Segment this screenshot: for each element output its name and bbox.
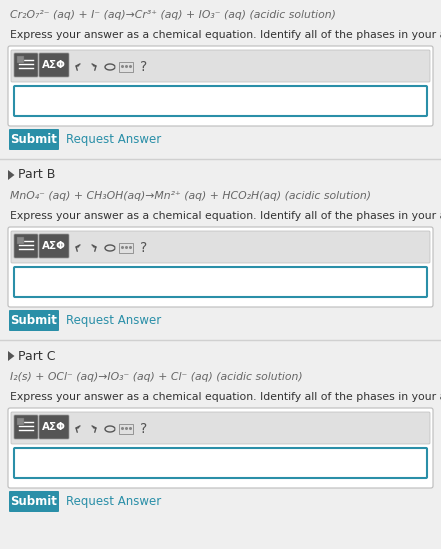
Text: Express your answer as a chemical equation. Identify all of the phases in your a: Express your answer as a chemical equati… — [10, 211, 441, 221]
FancyBboxPatch shape — [8, 227, 433, 307]
Text: ΑΣΦ: ΑΣΦ — [42, 241, 66, 251]
FancyBboxPatch shape — [11, 412, 430, 444]
Text: Submit: Submit — [11, 133, 57, 146]
FancyBboxPatch shape — [14, 234, 38, 258]
Bar — [119, 62, 133, 72]
FancyBboxPatch shape — [14, 415, 38, 439]
Text: Express your answer as a chemical equation. Identify all of the phases in your a: Express your answer as a chemical equati… — [10, 30, 441, 40]
Bar — [119, 424, 133, 434]
FancyBboxPatch shape — [11, 231, 430, 263]
FancyBboxPatch shape — [9, 129, 59, 150]
Bar — [17, 418, 24, 425]
FancyBboxPatch shape — [39, 53, 69, 77]
Bar — [17, 56, 24, 63]
Bar — [17, 237, 24, 244]
FancyBboxPatch shape — [9, 491, 59, 512]
FancyBboxPatch shape — [14, 53, 38, 77]
Text: Submit: Submit — [11, 495, 57, 508]
Text: Request Answer: Request Answer — [66, 133, 161, 146]
Text: Cr₂O₇²⁻ (aq) + I⁻ (aq)→Cr³⁺ (aq) + IO₃⁻ (aq) (acidic solution): Cr₂O₇²⁻ (aq) + I⁻ (aq)→Cr³⁺ (aq) + IO₃⁻ … — [10, 10, 336, 20]
FancyBboxPatch shape — [39, 415, 69, 439]
FancyBboxPatch shape — [9, 310, 59, 331]
Text: Part B: Part B — [19, 169, 56, 182]
Text: ?: ? — [140, 60, 148, 74]
Polygon shape — [8, 351, 15, 361]
Text: ΑΣΦ: ΑΣΦ — [42, 422, 66, 432]
Text: MnO₄⁻ (aq) + CH₃OH(aq)→Mn²⁺ (aq) + HCO₂H(aq) (acidic solution): MnO₄⁻ (aq) + CH₃OH(aq)→Mn²⁺ (aq) + HCO₂H… — [10, 191, 371, 201]
Polygon shape — [8, 170, 15, 180]
Text: Request Answer: Request Answer — [66, 495, 161, 508]
Text: ?: ? — [140, 241, 148, 255]
FancyBboxPatch shape — [8, 46, 433, 126]
FancyBboxPatch shape — [11, 50, 430, 82]
FancyBboxPatch shape — [39, 234, 69, 258]
FancyBboxPatch shape — [14, 267, 427, 297]
FancyBboxPatch shape — [14, 448, 427, 478]
FancyBboxPatch shape — [8, 408, 433, 488]
Text: Submit: Submit — [11, 314, 57, 327]
Text: Request Answer: Request Answer — [66, 314, 161, 327]
Text: Part C: Part C — [19, 350, 56, 362]
FancyBboxPatch shape — [14, 86, 427, 116]
Text: Express your answer as a chemical equation. Identify all of the phases in your a: Express your answer as a chemical equati… — [10, 392, 441, 402]
Bar — [119, 243, 133, 253]
Text: I₂(s) + OCl⁻ (aq)→IO₃⁻ (aq) + Cl⁻ (aq) (acidic solution): I₂(s) + OCl⁻ (aq)→IO₃⁻ (aq) + Cl⁻ (aq) (… — [10, 372, 303, 382]
Text: ΑΣΦ: ΑΣΦ — [42, 60, 66, 70]
Text: ?: ? — [140, 422, 148, 436]
